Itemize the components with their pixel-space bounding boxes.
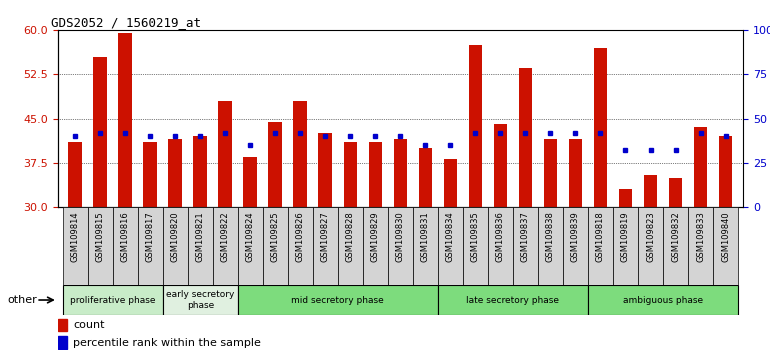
- Bar: [343, 142, 357, 207]
- Bar: [518, 68, 532, 207]
- Bar: [58, 336, 68, 349]
- Text: mid secretory phase: mid secretory phase: [292, 296, 384, 304]
- Text: GSM109821: GSM109821: [196, 211, 205, 262]
- Bar: [169, 139, 182, 207]
- Text: GSM109834: GSM109834: [446, 211, 455, 262]
- Text: GSM109816: GSM109816: [121, 211, 130, 262]
- Bar: [438, 207, 463, 285]
- Text: GSM109822: GSM109822: [221, 211, 229, 262]
- Bar: [644, 175, 658, 207]
- Bar: [188, 207, 213, 285]
- Bar: [444, 159, 457, 207]
- Bar: [568, 139, 582, 207]
- Text: GSM109817: GSM109817: [146, 211, 155, 262]
- Text: GSM109825: GSM109825: [271, 211, 280, 262]
- Text: GSM109836: GSM109836: [496, 211, 505, 262]
- Bar: [463, 207, 488, 285]
- Text: GDS2052 / 1560219_at: GDS2052 / 1560219_at: [51, 16, 201, 29]
- Bar: [363, 207, 388, 285]
- Bar: [393, 139, 407, 207]
- Text: proliferative phase: proliferative phase: [70, 296, 156, 304]
- Bar: [219, 101, 233, 207]
- Bar: [544, 139, 557, 207]
- Bar: [618, 189, 632, 207]
- Bar: [538, 207, 563, 285]
- Bar: [388, 207, 413, 285]
- Bar: [138, 207, 162, 285]
- Bar: [263, 207, 288, 285]
- Text: GSM109824: GSM109824: [246, 211, 255, 262]
- Text: GSM109838: GSM109838: [546, 211, 555, 262]
- Bar: [313, 207, 338, 285]
- Text: count: count: [73, 320, 105, 330]
- Bar: [369, 142, 382, 207]
- Bar: [58, 319, 68, 331]
- Bar: [588, 285, 738, 315]
- Bar: [69, 142, 82, 207]
- Bar: [162, 207, 188, 285]
- Bar: [288, 207, 313, 285]
- Text: GSM109835: GSM109835: [471, 211, 480, 262]
- Bar: [238, 285, 438, 315]
- Text: GSM109826: GSM109826: [296, 211, 305, 262]
- Bar: [62, 207, 88, 285]
- Text: GSM109819: GSM109819: [621, 211, 630, 262]
- Bar: [93, 57, 107, 207]
- Bar: [588, 207, 613, 285]
- Bar: [119, 33, 132, 207]
- Text: GSM109832: GSM109832: [671, 211, 680, 262]
- Text: ambiguous phase: ambiguous phase: [623, 296, 703, 304]
- Bar: [162, 285, 238, 315]
- Bar: [563, 207, 588, 285]
- Bar: [668, 178, 682, 207]
- Bar: [438, 285, 588, 315]
- Text: GSM109833: GSM109833: [696, 211, 705, 262]
- Bar: [112, 207, 138, 285]
- Bar: [663, 207, 688, 285]
- Bar: [613, 207, 638, 285]
- Text: GSM109828: GSM109828: [346, 211, 355, 262]
- Text: other: other: [8, 295, 38, 305]
- Bar: [238, 207, 263, 285]
- Bar: [62, 285, 162, 315]
- Bar: [319, 133, 332, 207]
- Bar: [638, 207, 663, 285]
- Bar: [193, 136, 207, 207]
- Bar: [213, 207, 238, 285]
- Bar: [488, 207, 513, 285]
- Text: GSM109827: GSM109827: [321, 211, 330, 262]
- Text: GSM109829: GSM109829: [371, 211, 380, 262]
- Bar: [718, 136, 732, 207]
- Text: GSM109818: GSM109818: [596, 211, 605, 262]
- Text: GSM109831: GSM109831: [421, 211, 430, 262]
- Text: GSM109820: GSM109820: [171, 211, 180, 262]
- Text: GSM109815: GSM109815: [95, 211, 105, 262]
- Bar: [88, 207, 112, 285]
- Text: GSM109814: GSM109814: [71, 211, 80, 262]
- Bar: [413, 207, 438, 285]
- Bar: [243, 157, 257, 207]
- Bar: [338, 207, 363, 285]
- Text: GSM109839: GSM109839: [571, 211, 580, 262]
- Bar: [688, 207, 713, 285]
- Bar: [269, 121, 283, 207]
- Text: GSM109823: GSM109823: [646, 211, 655, 262]
- Bar: [469, 45, 482, 207]
- Bar: [419, 148, 432, 207]
- Text: percentile rank within the sample: percentile rank within the sample: [73, 338, 261, 348]
- Text: GSM109840: GSM109840: [721, 211, 730, 262]
- Bar: [293, 101, 307, 207]
- Text: late secretory phase: late secretory phase: [467, 296, 560, 304]
- Bar: [513, 207, 538, 285]
- Bar: [594, 48, 608, 207]
- Text: GSM109830: GSM109830: [396, 211, 405, 262]
- Bar: [713, 207, 738, 285]
- Bar: [143, 142, 157, 207]
- Bar: [494, 125, 507, 207]
- Text: early secretory
phase: early secretory phase: [166, 290, 235, 310]
- Text: GSM109837: GSM109837: [521, 211, 530, 262]
- Bar: [694, 127, 708, 207]
